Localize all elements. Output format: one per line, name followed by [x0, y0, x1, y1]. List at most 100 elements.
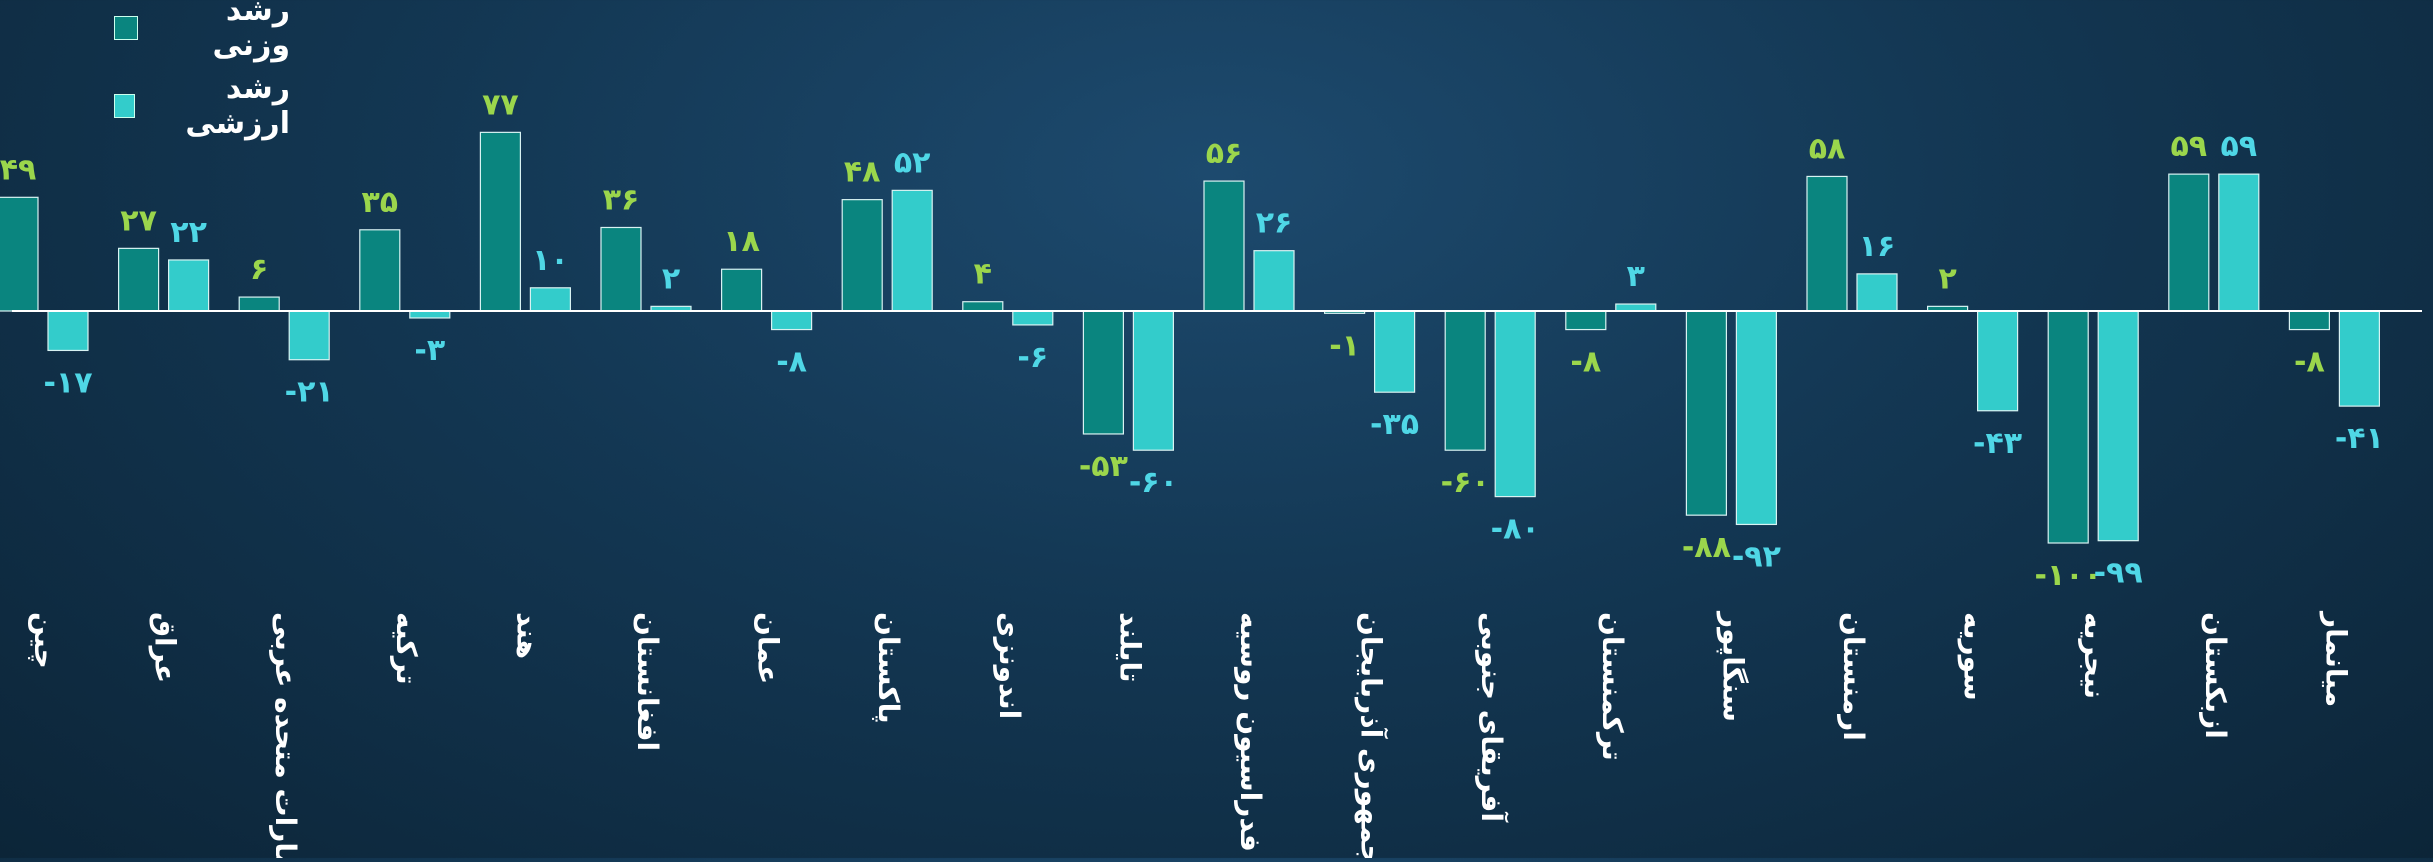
label-value-8: -۶	[1017, 340, 1048, 375]
label-weight-17: -۱۰۰	[2035, 558, 2102, 593]
legend-label-weight: رشد وزنی	[212, 0, 290, 63]
bar-weight-17	[2047, 310, 2089, 544]
label-weight-3: ۳۵	[361, 185, 398, 220]
category-label-2: امارات متحده عربی	[269, 612, 302, 858]
label-value-19: -۴۱	[2335, 421, 2384, 456]
label-weight-11: -۱	[1329, 328, 1360, 363]
bar-weight-6	[720, 268, 763, 312]
label-value-10: ۲۶	[1256, 206, 1293, 241]
label-value-11: -۳۵	[1370, 407, 1419, 442]
bar-weight-7	[841, 199, 883, 312]
bar-value-18	[2218, 173, 2260, 312]
bar-value-11	[1373, 310, 1416, 393]
bar-value-4	[529, 287, 572, 312]
label-value-3: -۳	[414, 333, 445, 368]
category-label-13: ترکمنستان	[1596, 612, 1629, 761]
label-weight-19: -۸	[2294, 345, 2325, 380]
label-value-1: ۲۲	[170, 215, 207, 250]
category-labels-layer: چین عراق امارات متحده عربی ترکیه هند افغانستا…	[28, 610, 2352, 862]
bar-value-6	[770, 310, 813, 331]
label-weight-15: ۵۸	[1809, 131, 1846, 166]
bar-value-8	[1012, 310, 1054, 326]
bar-weight-13	[1565, 310, 1607, 331]
label-value-15: ۱۶	[1859, 229, 1896, 264]
category-label-15: ارمنستان	[1837, 612, 1870, 741]
label-value-6: -۸	[776, 345, 807, 380]
label-weight-4: ۷۷	[482, 87, 519, 122]
bar-value-7	[891, 189, 933, 312]
label-weight-18: ۵۹	[2170, 129, 2207, 164]
bars-layer	[0, 131, 2380, 544]
label-value-18: ۵۹	[2220, 129, 2257, 164]
label-value-2: -۲۱	[285, 375, 334, 410]
bar-value-10	[1253, 250, 1295, 312]
bar-value-19	[2338, 310, 2380, 407]
bar-weight-9	[1082, 310, 1125, 435]
bar-weight-14	[1685, 310, 1728, 516]
category-label-10: فدراسیون روسیه	[1234, 612, 1267, 852]
bar-weight-15	[1806, 175, 1848, 312]
category-label-7: پاکستان	[872, 612, 905, 724]
bar-value-15	[1856, 273, 1898, 312]
category-label-4: هند	[510, 612, 543, 659]
label-weight-7: ۴۸	[844, 155, 881, 190]
category-label-1: عراق	[149, 612, 182, 683]
bar-weight-19	[2288, 310, 2330, 331]
label-value-16: -۴۳	[1973, 426, 2022, 461]
bar-value-9	[1132, 310, 1175, 451]
category-label-11: جمهوری آذربایجان	[1355, 612, 1389, 858]
label-weight-2: ۶	[250, 252, 268, 287]
legend-swatch-weight	[114, 16, 138, 40]
bar-weight-3	[359, 229, 401, 312]
label-value-0: -۱۷	[43, 365, 92, 400]
bar-weight-4	[479, 131, 521, 312]
legend-label-value: رشد ارزشی	[185, 71, 290, 141]
bar-weight-10	[1203, 180, 1245, 312]
bar-value-3	[409, 310, 451, 319]
legend-swatch-value	[114, 94, 136, 118]
label-value-5: ۲	[662, 261, 680, 296]
bar-weight-2	[238, 296, 280, 312]
label-value-4: ۱۰	[532, 243, 569, 278]
label-weight-10: ۵۶	[1206, 136, 1243, 171]
bar-weight-1	[117, 247, 160, 312]
label-value-17: -۹۹	[2094, 556, 2143, 591]
label-weight-8: ۴	[974, 257, 992, 292]
category-label-18: ازبکستان	[2199, 612, 2232, 739]
bar-value-16	[1976, 310, 2019, 412]
legend-item-value: رشد ارزشی	[100, 71, 290, 141]
label-value-14: -۹۲	[1732, 539, 1781, 574]
bar-value-2	[288, 310, 330, 361]
label-weight-1: ۲۷	[120, 203, 157, 238]
category-label-17: نیجریه	[2078, 612, 2111, 699]
bar-value-17	[2097, 310, 2139, 542]
bar-weight-18	[2168, 173, 2210, 312]
bar-weight-0	[0, 196, 39, 312]
label-weight-9: -۵۳	[1079, 449, 1128, 484]
bar-value-0	[47, 310, 89, 352]
bar-weight-8	[962, 301, 1004, 312]
label-value-9: -۶۰	[1129, 465, 1178, 500]
category-label-8: اندونزی	[993, 612, 1026, 719]
label-value-13: ۳	[1627, 259, 1645, 294]
label-weight-6: ۱۸	[723, 224, 760, 259]
legend-item-weight: رشد وزنی	[100, 0, 290, 63]
category-label-0: چین	[28, 612, 61, 669]
category-label-5: افغانستان	[631, 612, 664, 751]
category-label-19: میانمار	[2319, 610, 2352, 707]
label-weight-0: ۴۹	[0, 152, 36, 187]
category-label-6: عمان	[752, 612, 785, 684]
category-label-14: سنگاپور	[1716, 610, 1749, 722]
category-label-12: آفریقای جنوبی	[1475, 612, 1509, 823]
label-weight-16: ۲	[1938, 261, 1956, 296]
bar-weight-5	[600, 226, 642, 312]
label-value-7: ۵۲	[894, 145, 931, 180]
label-weight-5: ۳۶	[603, 182, 640, 217]
label-weight-13: -۸	[1570, 345, 1601, 380]
bar-weight-12	[1444, 310, 1486, 451]
category-label-9: تایلند	[1113, 612, 1146, 683]
category-label-16: سوریه	[1958, 612, 1991, 701]
